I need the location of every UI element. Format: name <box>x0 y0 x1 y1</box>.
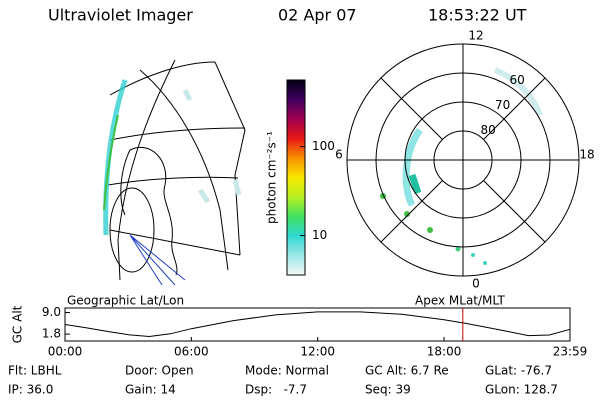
info-field: Door: Open <box>125 364 194 378</box>
colorbar-label: photon cm⁻²s⁻¹ <box>265 131 279 224</box>
polar-spoke <box>380 180 443 243</box>
mlt-label: 0 <box>472 277 480 291</box>
polar-ring <box>433 130 493 190</box>
title: Ultraviolet Imager <box>48 6 193 25</box>
mlt-label: 18 <box>579 148 594 162</box>
mlt-label: 12 <box>468 29 483 43</box>
x-tick-label: 06:00 <box>174 345 209 359</box>
info-field: GC Alt: 6.7 Re <box>365 364 449 378</box>
info-field: GLon: 128.7 <box>485 383 558 397</box>
polar-spoke <box>380 77 443 140</box>
polar-ring <box>404 101 522 219</box>
x-tick-label: 12:00 <box>300 345 335 359</box>
polar-label: Apex MLat/MLT <box>415 294 505 308</box>
aurora <box>380 67 543 265</box>
y-tick-label: 1.8 <box>42 327 61 341</box>
info-field: Seq: 39 <box>365 383 411 397</box>
polar-ring <box>375 72 551 248</box>
x-tick-label: 00:00 <box>48 345 83 359</box>
mlt-label: 6 <box>335 148 343 162</box>
colorbar-tick-label: 100 <box>312 139 335 153</box>
colorbar-tick-label: 10 <box>312 228 327 242</box>
info-field: IP: 36.0 <box>8 383 53 397</box>
polar-spoke <box>483 77 546 140</box>
y-tick-label: 9.0 <box>42 305 61 319</box>
y-axis-label: GC Alt <box>11 305 25 343</box>
info-field: Gain: 14 <box>125 383 176 397</box>
map-label: Geographic Lat/Lon <box>67 294 184 308</box>
info-field: Flt: LBHL <box>8 364 62 378</box>
time: 18:53:22 UT <box>428 6 527 25</box>
info-field: GLat: -76.7 <box>485 364 552 378</box>
polar-spoke <box>483 180 546 243</box>
ring-label: 70 <box>495 98 510 112</box>
x-tick-label: 18:00 <box>427 345 462 359</box>
ring-label: 60 <box>510 73 525 87</box>
info-field: Mode: Normal <box>245 364 329 378</box>
info-field: Dsp: -7.7 <box>245 383 307 397</box>
altitude-line <box>64 311 571 338</box>
ring-label: 80 <box>481 123 496 137</box>
geo-map <box>103 59 246 286</box>
colorbar <box>286 79 306 276</box>
date: 02 Apr 07 <box>278 6 357 25</box>
x-tick-label: 23:59 <box>553 345 588 359</box>
